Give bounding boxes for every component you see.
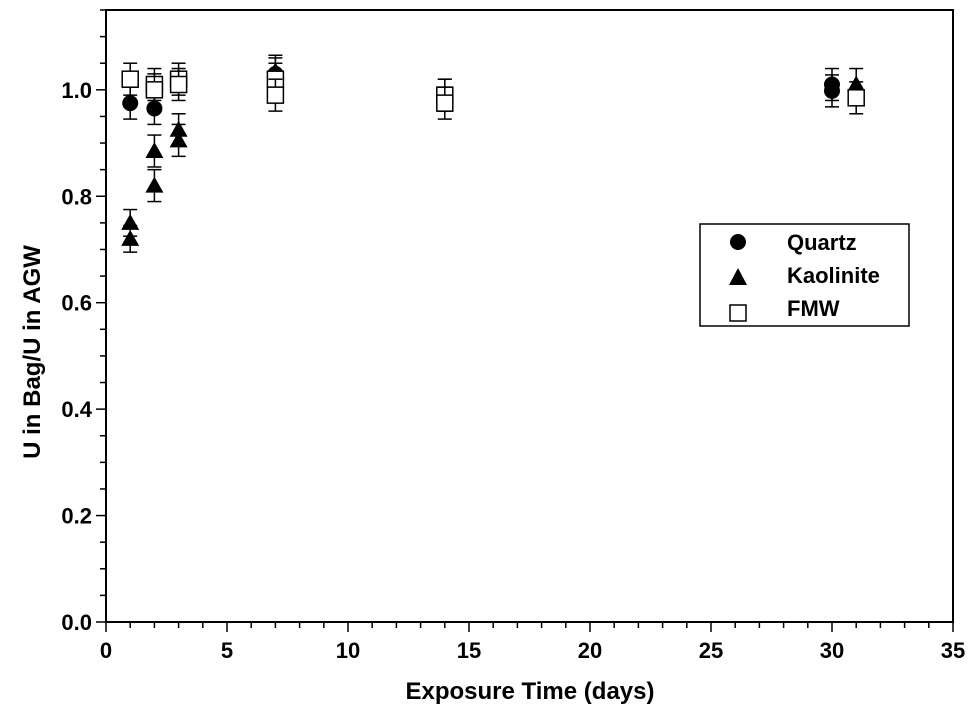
y-tick-label: 0.4 — [61, 397, 92, 422]
y-tick-label: 0.8 — [61, 184, 92, 209]
fmw-point — [847, 89, 865, 107]
y-tick-label: 0.0 — [61, 610, 92, 635]
quartz-point — [122, 95, 139, 112]
fmw-point — [266, 86, 285, 104]
y-axis-title: U in Bag/U in AGW — [19, 245, 46, 459]
x-axis-title: Exposure Time (days) — [406, 678, 655, 705]
kaolinite-point — [145, 142, 164, 159]
x-tick-label: 10 — [336, 638, 360, 663]
plot-area-frame — [105, 9, 954, 623]
y-tick-labels: 0.0 0.2 0.4 0.6 0.8 1.0 — [61, 78, 92, 635]
quartz-point — [146, 100, 163, 117]
fmw-point — [169, 75, 188, 94]
legend-kaolinite-label: Kaolinite — [787, 263, 880, 288]
x-tick-label: 0 — [100, 638, 112, 663]
kaolinite-point — [169, 131, 188, 148]
x-tick-label: 20 — [578, 638, 602, 663]
series-fmw — [121, 62, 865, 120]
x-tick-label: 15 — [457, 638, 481, 663]
y-tick-label: 0.6 — [61, 291, 92, 316]
legend-quartz-marker — [730, 234, 746, 250]
legend-quartz-label: Quartz — [787, 230, 857, 255]
legend-kaolinite-marker — [729, 268, 747, 285]
legend: Quartz Kaolinite FMW — [699, 223, 910, 327]
legend-fmw-marker — [729, 304, 747, 322]
y-tick-label: 1.0 — [61, 78, 92, 103]
fmw-point — [436, 94, 454, 112]
fmw-point — [145, 81, 164, 99]
x-tick-label: 35 — [941, 638, 965, 663]
fmw-point — [121, 70, 139, 88]
x-tick-label: 30 — [820, 638, 844, 663]
series-kaolinite — [121, 54, 866, 253]
legend-fmw-label: FMW — [787, 296, 840, 321]
x-tick-label: 25 — [699, 638, 723, 663]
kaolinite-point — [121, 229, 140, 246]
data-points — [121, 54, 866, 253]
y-tick-label: 0.2 — [61, 504, 92, 529]
x-tick-labels: 0 5 10 15 20 25 30 35 — [100, 638, 965, 663]
quartz-point — [824, 82, 840, 99]
series-quartz — [122, 57, 840, 126]
kaolinite-point — [145, 176, 164, 193]
x-tick-label: 5 — [221, 638, 233, 663]
